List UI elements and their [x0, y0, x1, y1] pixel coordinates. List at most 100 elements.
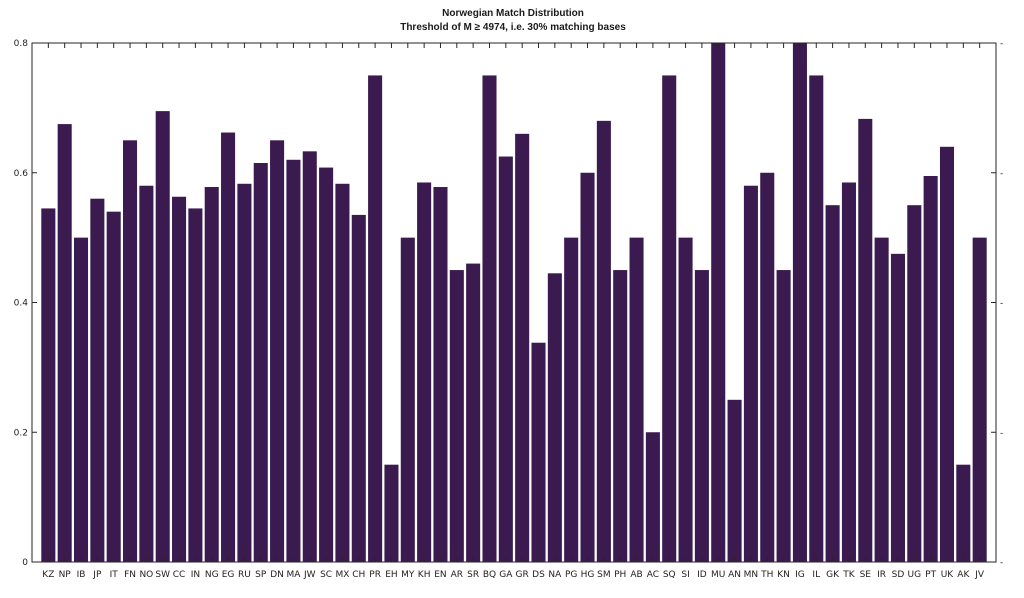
- bar-sr: [466, 263, 481, 562]
- bar-hg: [580, 172, 595, 562]
- x-tick-label: PG: [565, 570, 577, 580]
- x-tick-label: IR: [877, 570, 886, 580]
- bar-eg: [221, 132, 236, 562]
- x-tick-label: UG: [908, 570, 922, 580]
- bar-sm: [596, 120, 611, 562]
- x-tick-label: IB: [77, 570, 86, 580]
- bar-gk: [825, 205, 840, 562]
- x-tick-label: JP: [92, 570, 102, 580]
- bar-cc: [172, 196, 187, 562]
- y-tick-label-right: -: [1000, 169, 1003, 179]
- bar-jw: [302, 151, 317, 562]
- x-tick-label: SP: [255, 570, 267, 580]
- x-tick-label: SR: [467, 570, 479, 580]
- bar-ds: [531, 342, 546, 562]
- y-tick-label: 0.4: [14, 299, 29, 309]
- x-tick-label: SM: [597, 570, 610, 580]
- x-tick-label: KZ: [42, 570, 54, 580]
- y-tick-label: 0.2: [14, 428, 28, 438]
- bar-kz: [41, 208, 56, 562]
- bar-kh: [417, 182, 432, 563]
- bar-in: [188, 208, 203, 562]
- bar-my: [400, 237, 415, 563]
- bar-en: [433, 187, 448, 562]
- x-tick-label: AR: [451, 570, 463, 580]
- bar-mx: [335, 183, 350, 562]
- x-tick-label: DS: [532, 570, 545, 580]
- x-tick-label: SQ: [663, 570, 676, 580]
- x-tick-label: IT: [110, 570, 119, 580]
- x-tick-label: GA: [499, 570, 513, 580]
- x-tick-label: IN: [191, 570, 200, 580]
- x-tick-label: ID: [697, 570, 707, 580]
- y-tick-label: 0: [22, 558, 28, 568]
- x-tick-label: MU: [711, 570, 725, 580]
- bar-ru: [237, 183, 252, 562]
- bar-gr: [515, 133, 530, 562]
- y-tick-label: 0.6: [14, 169, 29, 179]
- x-tick-label: TK: [842, 570, 855, 580]
- x-tick-label: CC: [173, 570, 186, 580]
- x-tick-label: HG: [581, 570, 595, 580]
- x-tick-label: PH: [614, 570, 626, 580]
- bar-uk: [939, 146, 955, 563]
- bar-sw: [155, 111, 170, 563]
- bar-pg: [564, 237, 579, 563]
- x-tick-label: KH: [418, 570, 431, 580]
- bar-kn: [776, 270, 791, 562]
- x-tick-label: KN: [777, 570, 790, 580]
- x-tick-label: AC: [647, 570, 659, 580]
- x-tick-label: NG: [205, 570, 219, 580]
- x-tick-label: NP: [59, 570, 72, 580]
- x-tick-label: AB: [630, 570, 642, 580]
- bar-sq: [662, 75, 677, 562]
- chart-title: Norwegian Match Distribution: [442, 8, 584, 19]
- axis-layer: KZ NP IB JP IT FN NO SW CC IN NG EG RU SP DN MA JW SC MX CH…: [14, 39, 1004, 580]
- bar-ak: [956, 464, 971, 562]
- bars-layer: [41, 43, 987, 563]
- bar-id: [694, 270, 709, 562]
- x-tick-label: MX: [335, 570, 349, 580]
- bar-th: [760, 172, 775, 562]
- bar-se: [858, 118, 873, 563]
- bar-ib: [73, 237, 89, 563]
- x-tick-label: AK: [957, 570, 970, 580]
- x-tick-label: MN: [744, 570, 759, 580]
- bar-ug: [907, 205, 922, 562]
- x-tick-label: GR: [516, 570, 529, 580]
- bar-pr: [368, 75, 383, 562]
- x-tick-label: MA: [286, 570, 301, 580]
- x-tick-label: GK: [826, 570, 840, 580]
- bar-ch: [351, 214, 366, 563]
- x-tick-label: IL: [812, 570, 820, 580]
- y-tick-label-right: -: [1000, 299, 1003, 309]
- x-tick-label: JV: [974, 570, 985, 580]
- y-tick-label-right: -: [1000, 39, 1003, 49]
- bar-it: [106, 211, 121, 563]
- bar-ng: [204, 187, 219, 562]
- bar-sc: [319, 167, 334, 562]
- x-tick-label: SC: [320, 570, 332, 580]
- x-tick-label: EH: [385, 570, 397, 580]
- x-tick-label: NA: [548, 570, 562, 580]
- bar-ig: [792, 43, 807, 562]
- bar-ac: [645, 432, 660, 562]
- x-tick-label: UK: [941, 570, 955, 580]
- x-tick-label: PR: [369, 570, 381, 580]
- x-tick-label: DN: [270, 570, 284, 580]
- bar-dn: [270, 140, 285, 562]
- x-tick-label: JW: [303, 570, 316, 580]
- bar-il: [809, 75, 824, 562]
- bar-ga: [498, 156, 513, 562]
- bar-ir: [874, 237, 889, 563]
- bar-mu: [711, 43, 726, 562]
- x-tick-label: MY: [401, 570, 415, 580]
- x-tick-label: IG: [795, 570, 805, 580]
- x-tick-label: EN: [434, 570, 446, 580]
- x-tick-label: PT: [925, 570, 936, 580]
- y-tick-label-right: -: [1000, 558, 1003, 568]
- bar-tk: [841, 182, 856, 563]
- bar-si: [678, 237, 693, 563]
- bar-pt: [923, 175, 938, 563]
